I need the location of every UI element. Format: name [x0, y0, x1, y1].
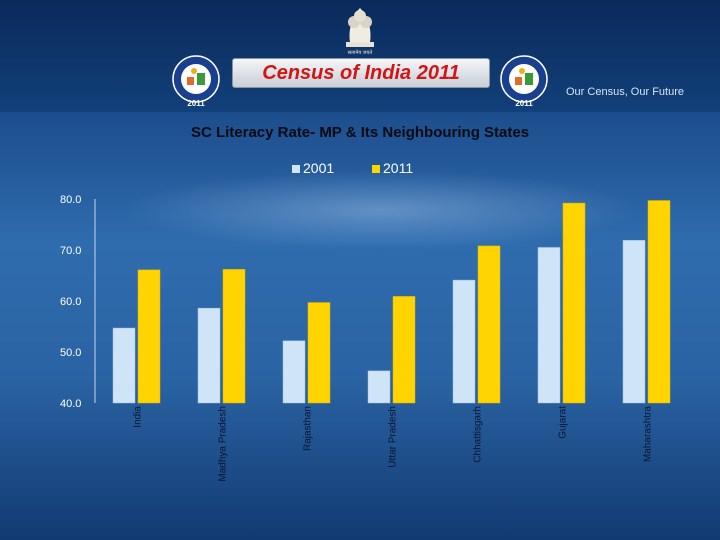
x-tick-label: Uttar Pradesh — [388, 406, 399, 468]
y-tick-label: 80.0 — [60, 194, 81, 206]
y-tick-label: 60.0 — [60, 296, 81, 308]
legend-swatch-2001 — [292, 165, 300, 173]
x-tick-label: Madhya Pradesh — [218, 406, 229, 482]
x-tick-label: Rajasthan — [303, 406, 314, 451]
emblem-motto: सत्यमेव जयते — [348, 49, 373, 56]
y-tick-label: 70.0 — [60, 245, 81, 257]
bar-2011 — [137, 269, 161, 404]
logo-year-left: 2011 — [187, 99, 205, 107]
y-tick-label: 50.0 — [60, 347, 81, 359]
national-emblem-icon: सत्यमेव जयते — [346, 8, 374, 56]
legend-swatch-2011 — [372, 165, 380, 173]
x-tick-label: India — [133, 406, 144, 428]
bar-2011 — [392, 296, 416, 404]
x-tick-label: Maharashtra — [643, 406, 654, 463]
census-title: Census of India 2011 — [232, 58, 490, 88]
bar-2001 — [622, 240, 646, 404]
bar-2001 — [197, 307, 221, 404]
legend-label-2011: 2011 — [383, 160, 414, 176]
bar-2001 — [367, 370, 391, 404]
census-logo-left-icon: 2011 — [172, 55, 220, 107]
bar-2011 — [307, 302, 331, 404]
x-tick-label: Chhattisgarh — [473, 406, 484, 463]
logo-year-right: 2011 — [515, 99, 533, 107]
background-glow — [120, 170, 640, 250]
bar-2011 — [562, 202, 586, 404]
chart-title: SC Literacy Rate- MP & Its Neighbouring … — [190, 124, 530, 141]
legend-label-2001: 2001 — [303, 160, 335, 176]
census-logo-right-icon: 2011 — [500, 55, 548, 107]
bar-2001 — [537, 247, 561, 404]
bar-2011 — [477, 245, 501, 404]
y-tick-label: 40.0 — [60, 398, 81, 410]
bar-2001 — [112, 327, 136, 404]
x-tick-label: Gujarat — [558, 406, 569, 439]
bar-2001 — [452, 279, 476, 404]
bar-2011 — [222, 269, 246, 404]
tagline: Our Census, Our Future — [566, 86, 684, 98]
bar-2001 — [282, 340, 306, 404]
bar-2011 — [647, 200, 671, 404]
